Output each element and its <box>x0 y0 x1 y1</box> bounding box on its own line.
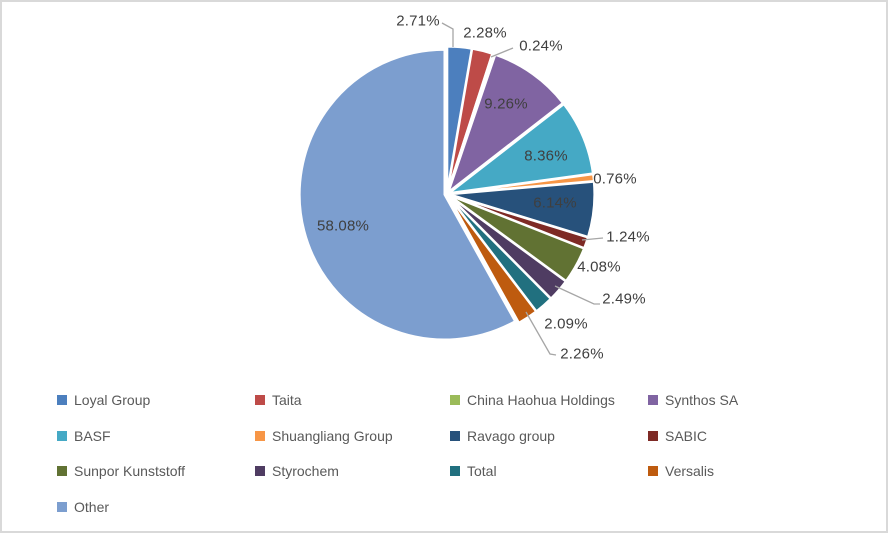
legend-swatch-icon <box>57 502 67 512</box>
legend-label: Taita <box>272 392 302 408</box>
legend-swatch-icon <box>57 395 67 405</box>
legend-item-china-haohua-holdings[interactable]: China Haohua Holdings <box>450 392 615 408</box>
data-label-synthos-sa: 9.26% <box>484 95 528 113</box>
legend-label: Other <box>74 499 110 515</box>
legend-item-styrochem[interactable]: Styrochem <box>255 463 339 479</box>
leader-line-styrochem <box>554 285 600 305</box>
legend-swatch-icon <box>648 431 658 441</box>
legend-swatch-icon <box>255 466 265 476</box>
legend-item-sunpor-kunststoff[interactable]: Sunpor Kunststoff <box>57 463 185 479</box>
leader-line-loyal-group <box>441 22 454 47</box>
data-label-shuangliang-group: 0.76% <box>593 170 637 188</box>
legend-item-versalis[interactable]: Versalis <box>648 463 714 479</box>
legend-swatch-icon <box>450 466 460 476</box>
legend-label: Synthos SA <box>665 392 739 408</box>
legend-item-ravago-group[interactable]: Ravago group <box>450 428 555 444</box>
data-label-other: 58.08% <box>316 217 370 235</box>
legend-label: Total <box>467 463 497 479</box>
data-label-china-haohua-holdings: 0.24% <box>519 37 563 55</box>
legend-label: SABIC <box>665 428 708 444</box>
legend-item-basf[interactable]: BASF <box>57 428 111 444</box>
legend-label: Sunpor Kunststoff <box>74 463 186 479</box>
data-label-total: 2.09% <box>544 315 588 333</box>
legend-swatch-icon <box>450 431 460 441</box>
legend-label: Styrochem <box>272 463 339 479</box>
data-label-sunpor-kunststoff: 4.08% <box>577 258 621 276</box>
data-label-loyal-group: 2.71% <box>396 12 440 30</box>
data-label-sabic: 1.24% <box>606 228 650 246</box>
legend-swatch-icon <box>255 395 265 405</box>
legend-swatch-icon <box>57 466 67 476</box>
legend-item-other[interactable]: Other <box>57 499 109 515</box>
pie-slice-other[interactable] <box>298 48 517 341</box>
legend-item-taita[interactable]: Taita <box>255 392 302 408</box>
legend-item-loyal-group[interactable]: Loyal Group <box>57 392 150 408</box>
legend-swatch-icon <box>450 395 460 405</box>
legend-item-synthos-sa[interactable]: Synthos SA <box>648 392 738 408</box>
legend-label: Loyal Group <box>74 392 151 408</box>
legend-label: Ravago group <box>467 428 555 444</box>
data-label-basf: 8.36% <box>524 147 568 165</box>
legend-swatch-icon <box>57 431 67 441</box>
data-label-ravago-group: 6.14% <box>533 194 577 212</box>
leader-line-china-haohua-holdings <box>490 47 514 58</box>
legend-item-sabic[interactable]: SABIC <box>648 428 707 444</box>
legend-swatch-icon <box>648 395 658 405</box>
legend-label: China Haohua Holdings <box>467 392 615 408</box>
data-label-taita: 2.28% <box>463 24 507 42</box>
legend-label: Versalis <box>665 463 715 479</box>
legend-label: Shuangliang Group <box>272 428 393 444</box>
legend-swatch-icon <box>648 466 658 476</box>
data-label-styrochem: 2.49% <box>602 290 646 308</box>
leader-line-versalis <box>525 311 557 356</box>
data-label-versalis: 2.26% <box>560 345 604 363</box>
legend-label: BASF <box>74 428 111 444</box>
legend-item-shuangliang-group[interactable]: Shuangliang Group <box>255 428 393 444</box>
legend-item-total[interactable]: Total <box>450 463 497 479</box>
legend-swatch-icon <box>255 431 265 441</box>
pie-slice-versalis[interactable] <box>447 194 538 324</box>
leader-line-sabic <box>581 237 604 241</box>
